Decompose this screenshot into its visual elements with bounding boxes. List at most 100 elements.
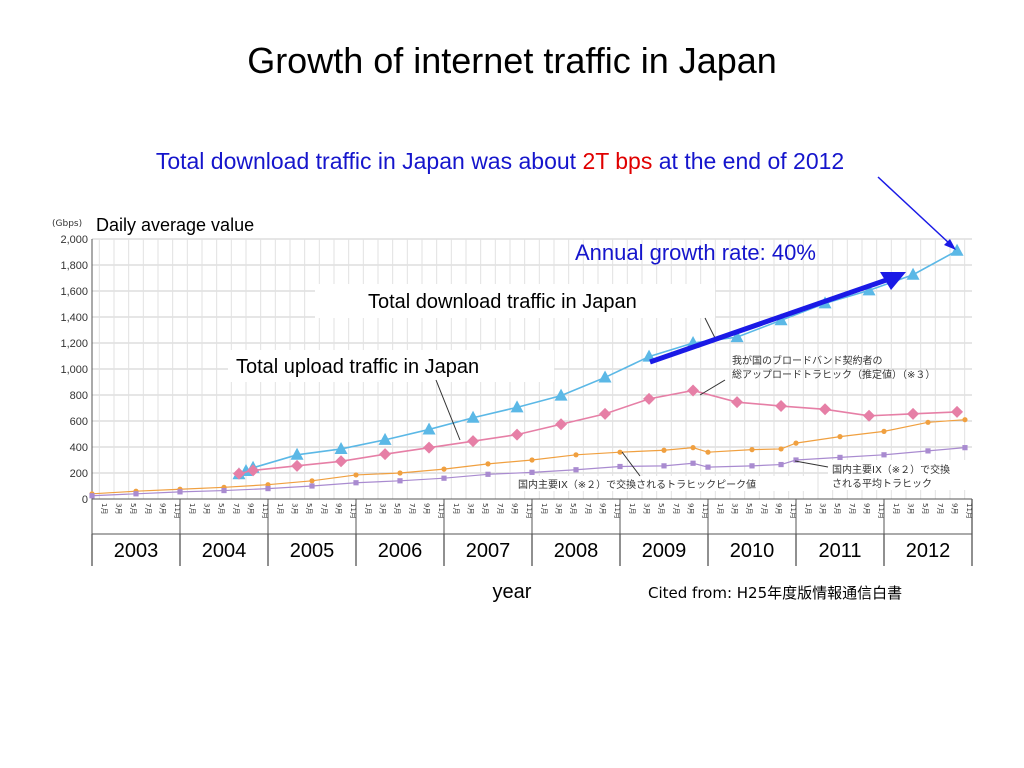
data-point-upload [819,403,832,416]
data-point-download [290,447,304,460]
year-label: 2006 [378,540,423,562]
x-month-label: 7月 [672,503,680,514]
x-month-label: 3月 [467,503,475,514]
y-tick-label: 600 [70,416,88,428]
data-point-upload [599,407,612,420]
x-month-label: 3月 [203,503,211,514]
data-point-upload [247,464,260,477]
headline-pointer-arrow [877,176,951,245]
data-point-ix-peak [690,445,696,451]
data-point-ix-average [793,457,799,463]
data-point-upload [291,459,304,472]
jp-upload-estimate-pointer [699,379,726,396]
data-point-ix-average [441,475,447,481]
headline: Total download traffic in Japan was abou… [0,148,1000,175]
x-month-label: 5月 [217,503,225,514]
x-month-label: 3月 [379,503,387,514]
upload-label-bg [228,350,554,382]
x-month-label: 7月 [232,503,240,514]
jp-ix-peak-label: 国内主要IX（※２）で交換されるトラヒックピーク値 [518,478,756,491]
year-label: 2003 [114,540,159,562]
year-label: 2005 [290,540,335,562]
x-month-label: 3月 [555,503,563,514]
data-point-upload [687,384,700,397]
download-series-label: Total download traffic in Japan [368,291,637,313]
data-point-ix-peak [705,449,711,455]
headline-pointer-head [944,239,956,250]
x-month-label: 3月 [643,503,651,514]
x-month-label: 7月 [584,503,592,514]
data-point-ix-average [881,452,887,458]
growth-arrow-head [880,272,906,290]
data-point-ix-peak [881,428,887,434]
x-month-label: 1月 [892,503,900,514]
data-point-ix-peak [529,457,535,463]
data-point-download [730,330,744,343]
data-point-ix-average [177,489,183,495]
data-point-download [862,283,876,296]
year-label: 2008 [554,540,599,562]
data-point-ix-average [397,478,403,484]
data-point-ix-average [529,469,535,475]
data-point-download [598,370,612,383]
growth-arrow-shaft [649,274,896,365]
data-point-ix-average [485,471,491,477]
data-point-ix-average [617,463,623,470]
x-month-label: 1月 [364,503,372,514]
data-point-ix-peak [441,466,447,472]
data-point-ix-peak [485,461,491,467]
x-month-label: 11月 [349,503,357,519]
year-label: 2012 [906,540,951,562]
y-tick-label: 200 [70,468,88,480]
data-point-ix-average [837,454,843,460]
data-point-download [378,432,392,445]
data-point-upload [775,400,788,413]
x-month-label: 9月 [335,503,343,514]
y-unit-label: (Gbps) [52,219,82,229]
data-point-upload [643,392,656,405]
data-point-upload [335,455,348,468]
data-point-download [510,400,524,413]
data-point-ix-peak [353,472,359,478]
x-month-label: 11月 [613,503,621,519]
data-point-upload [423,441,436,454]
jp-ix-avg-line2: される平均トラヒック [832,478,932,490]
data-point-ix-peak [925,419,931,425]
jp-ix-avg-bg [828,460,978,490]
data-point-ix-average [353,480,359,486]
data-point-upload [555,418,568,431]
upload-series-label: Total upload traffic in Japan [236,356,479,378]
x-month-label: 5月 [921,503,929,514]
x-month-label: 7月 [760,503,768,514]
data-point-ix-average [749,463,755,469]
data-point-ix-average [573,467,579,473]
data-point-download [906,267,920,280]
data-point-ix-peak [309,478,315,484]
x-month-label: 1月 [804,503,812,514]
x-month-label: 5月 [657,503,665,514]
x-month-label: 1月 [100,503,108,514]
data-point-download [334,441,348,454]
x-month-label: 9月 [247,503,255,514]
headline-part1: Total download traffic in Japan was abou… [155,148,583,174]
headline-part2: at the end of 2012 [652,148,845,174]
growth-rate-label: Annual growth rate: 40% [575,240,816,265]
x-month-label: 11月 [965,503,973,519]
x-month-label: 1月 [628,503,636,514]
data-point-ix-average [133,491,139,497]
data-point-ix-average [309,483,315,489]
data-point-ix-average [925,448,931,454]
x-month-label: 7月 [144,503,152,514]
x-axis-label: year [493,581,532,603]
data-point-upload [379,448,392,461]
x-month-label: 5月 [305,503,313,514]
x-month-label: 1月 [716,503,724,514]
data-point-ix-peak [837,434,843,440]
data-point-ix-peak [793,440,799,446]
x-month-label: 1月 [276,503,284,514]
headline-unit: bps [608,148,653,174]
data-point-ix-average [778,461,784,468]
x-month-label: 11月 [437,503,445,519]
y-tick-label: 1,000 [60,364,88,376]
source-citation: Cited from: H25年度版情報通信白書 [648,584,902,602]
